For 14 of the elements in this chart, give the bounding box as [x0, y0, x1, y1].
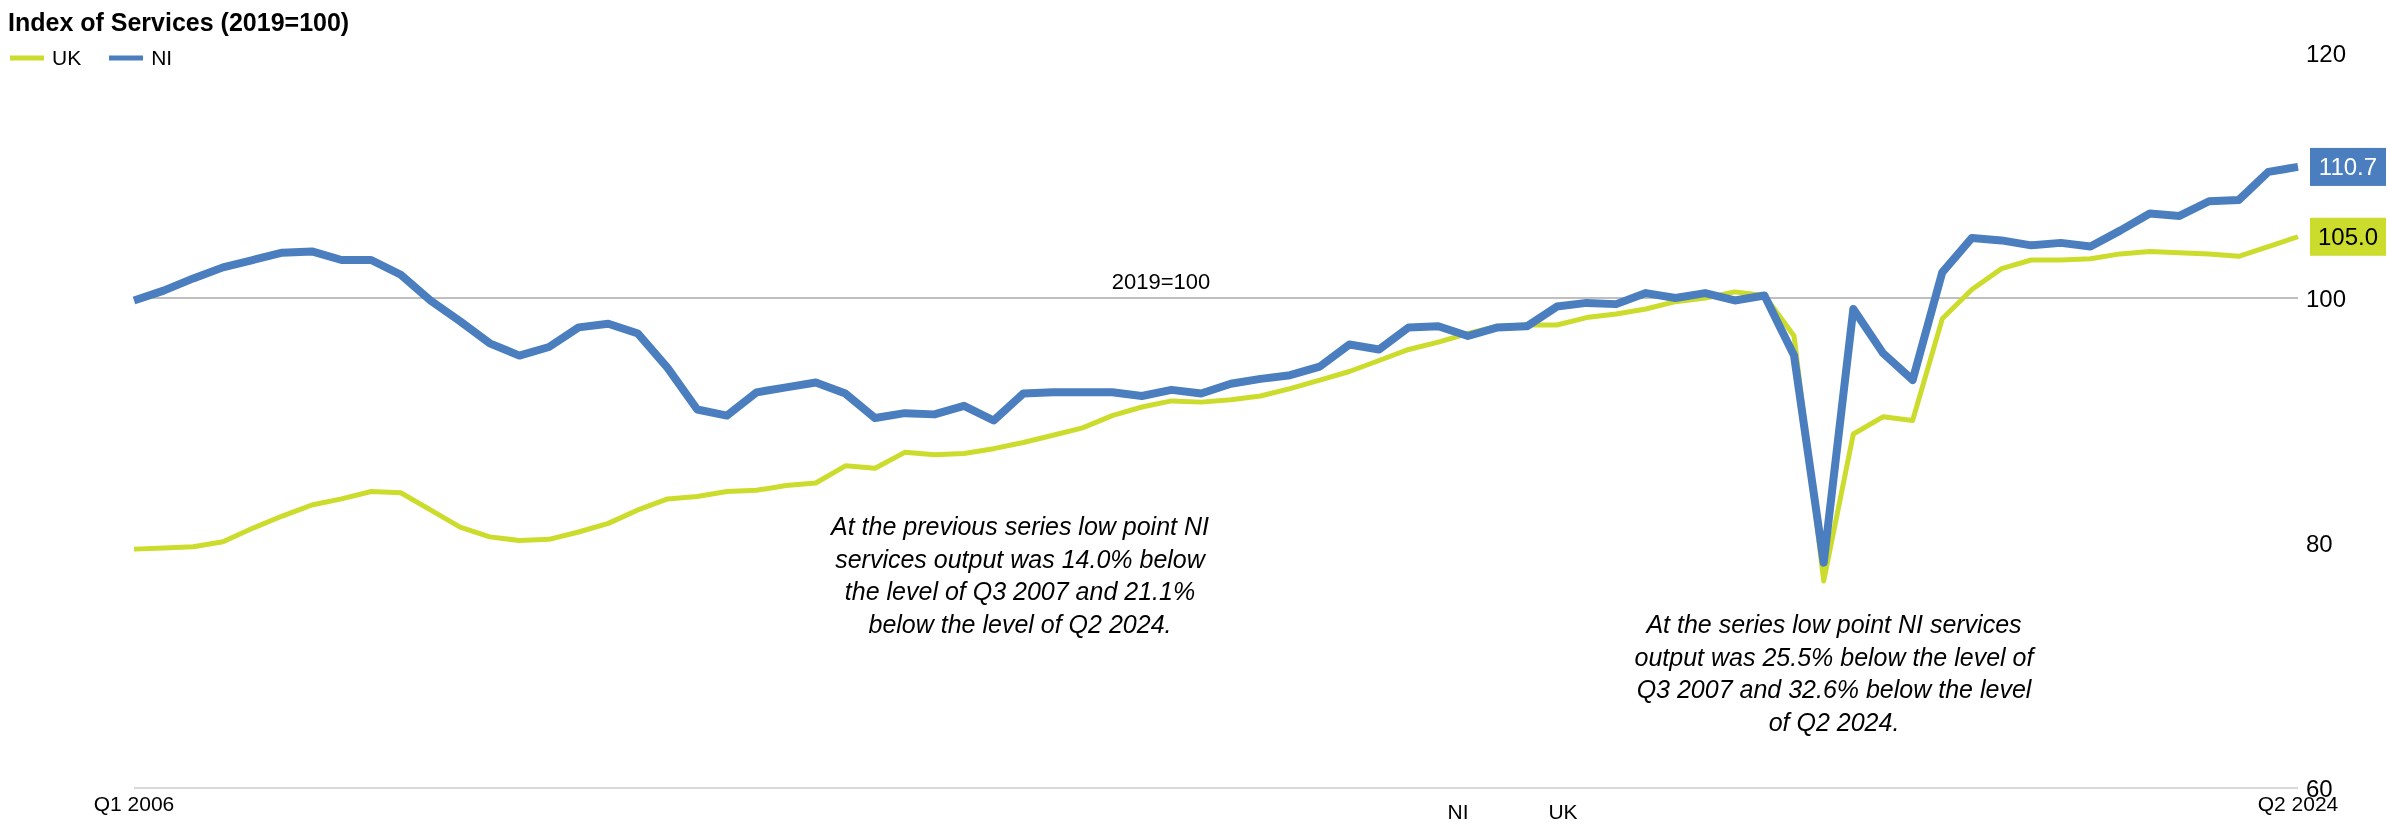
annotation: At the series low point NI services output was 25.5% below the level of Q3 2007 and 32.6% below the level of Q2 2024.	[1634, 609, 2034, 738]
legend-label: UK	[52, 46, 82, 70]
x-tick-label: Q1 2006	[93, 791, 175, 815]
annotation: At the previous series low point NI services output was 14.0% below the level of Q3 2007 and 21.1% below the level of Q2 2024.	[829, 511, 1210, 640]
y-tick-label: 100	[2306, 284, 2347, 312]
text: NI	[1446, 799, 1470, 825]
y-tick-label: 120	[2306, 39, 2347, 67]
data-label: 105.0	[2317, 222, 2379, 250]
ref-line-label: 2019=100	[1111, 269, 1211, 294]
legend-label: NI	[151, 46, 173, 70]
y-tick-label: 80	[2306, 529, 2333, 557]
data-label: 110.7	[2318, 152, 2378, 180]
chart-title: Index of Services (2019=100)	[8, 8, 350, 37]
text: UK	[1547, 799, 1579, 825]
